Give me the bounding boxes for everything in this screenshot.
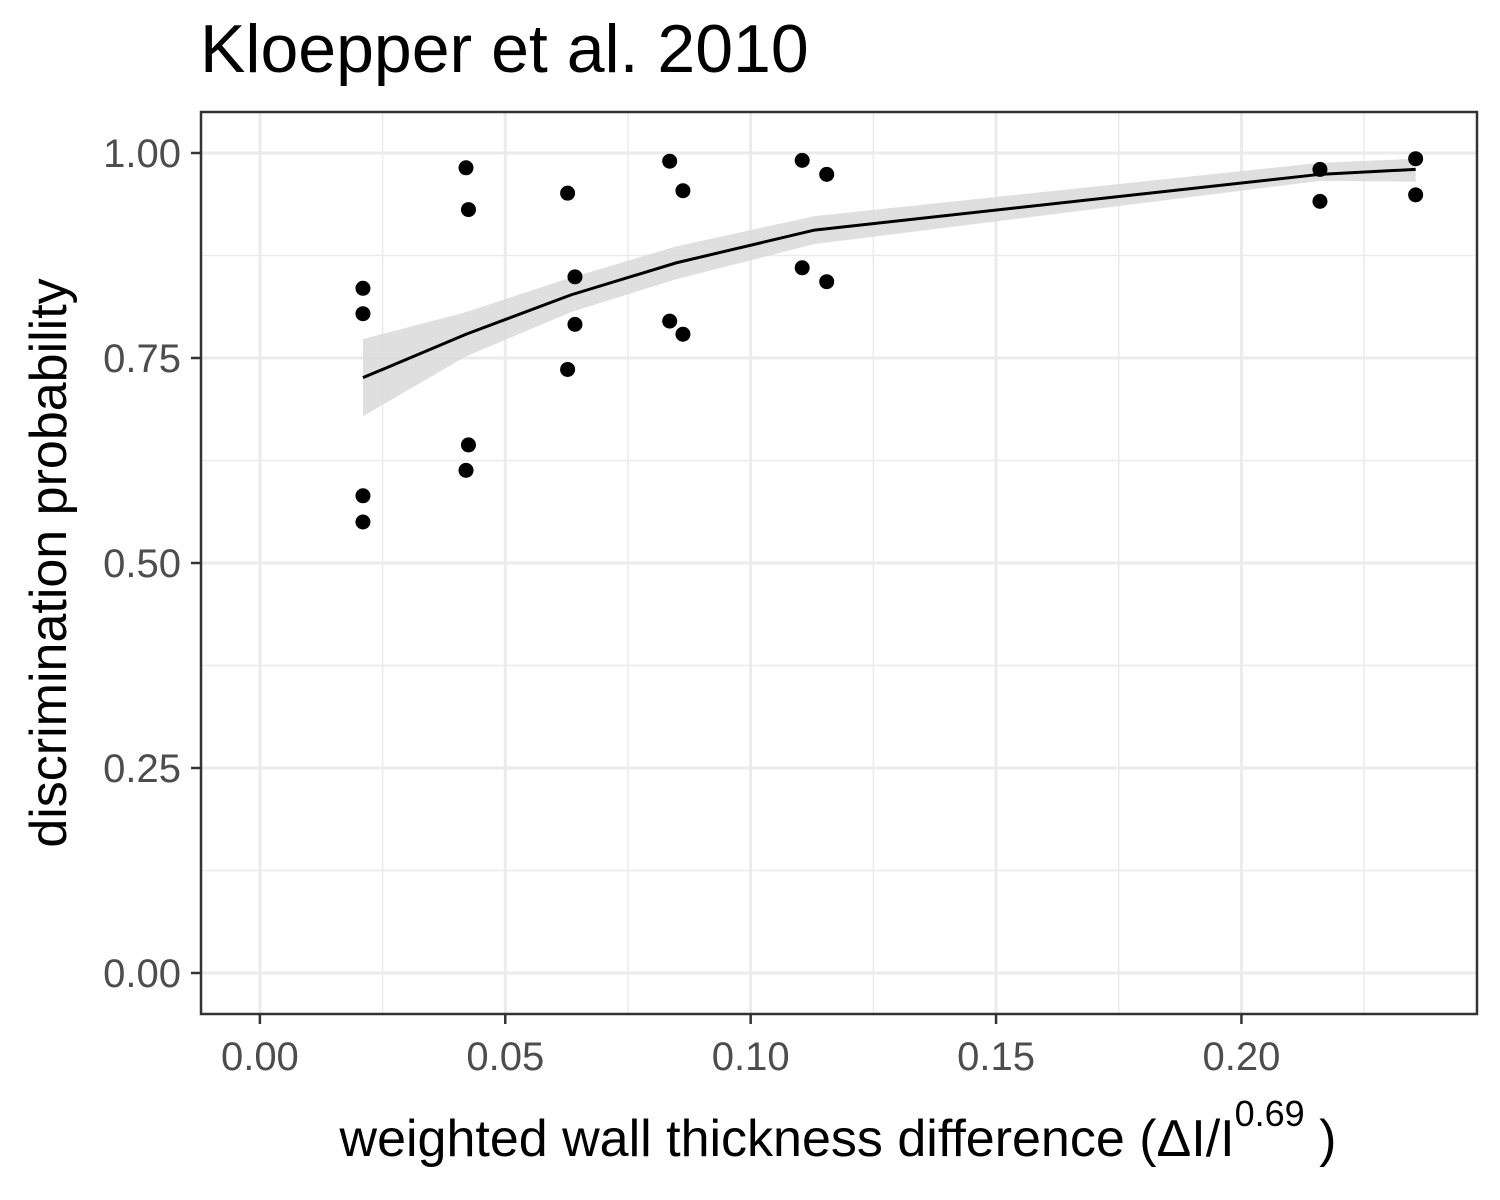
data-point [1408,151,1424,167]
y-tick-label: 1.00 [103,132,181,176]
x-tick-label: 0.10 [712,1035,790,1079]
data-point [1312,161,1328,177]
confidence-ribbon [362,158,1416,417]
data-point [560,361,576,377]
data-point [819,274,835,290]
data-point [567,316,583,332]
x-axis-title-superscript: 0.69 [1235,1093,1305,1134]
x-tick-label: 0.05 [466,1035,544,1079]
data-point [458,160,474,176]
data-point [1408,187,1424,203]
data-point [675,326,691,342]
y-axis-ticks: 0.00 0.25 0.50 0.75 1.00 [103,132,201,996]
data-point [675,183,691,199]
x-axis-title-main: weighted wall thickness difference ( [339,1110,1158,1168]
y-tick-label: 0.25 [103,747,181,791]
confidence-ribbon-layer [362,158,1416,417]
grid-major-lines [201,112,1477,1014]
data-point [355,514,371,530]
chart-title: Kloepper et al. 2010 [200,11,809,87]
x-axis-ticks: 0.00 0.05 0.10 0.15 0.20 [221,1014,1280,1079]
x-axis-title-close: ) [1305,1110,1337,1168]
data-point [662,313,678,329]
fit-line-layer [362,167,1416,380]
y-tick-label: 0.75 [103,337,181,381]
data-point [662,153,678,169]
data-point [458,462,474,478]
data-point [355,306,371,322]
data-point [794,260,810,276]
x-tick-label: 0.20 [1203,1035,1281,1079]
data-point [460,437,476,453]
fit-line [362,167,1416,380]
y-axis-title: discrimination probability [20,278,78,847]
x-axis-title: weighted wall thickness difference (ΔI/I… [339,1093,1337,1168]
points-layer [355,151,1424,530]
data-point [560,185,576,201]
y-tick-label: 0.00 [103,952,181,996]
data-point [1312,193,1328,209]
x-tick-label: 0.15 [957,1035,1035,1079]
y-tick-label: 0.50 [103,542,181,586]
data-point [819,166,835,182]
data-point [567,269,583,285]
x-axis-title-symbol: ΔI/I [1157,1110,1235,1168]
data-point [355,488,371,504]
data-point [460,202,476,218]
x-tick-label: 0.00 [221,1035,299,1079]
data-point [794,152,810,168]
data-point [355,280,371,296]
